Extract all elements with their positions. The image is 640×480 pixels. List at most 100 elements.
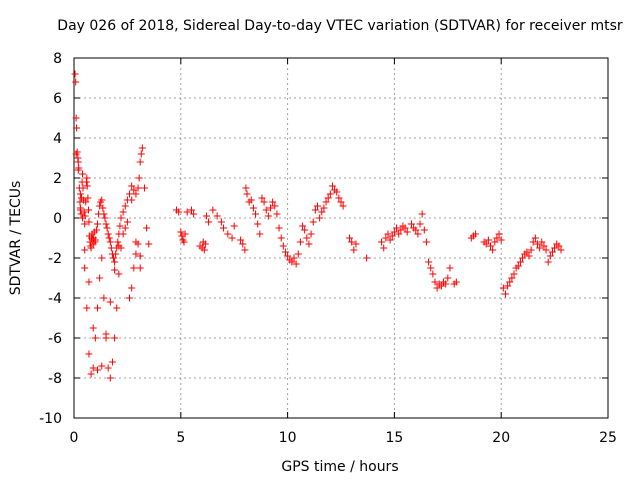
data-point (71, 70, 79, 78)
data-point (98, 196, 106, 204)
data-point (74, 158, 82, 166)
data-point (101, 214, 109, 222)
data-point (239, 240, 247, 248)
x-tick-label: 25 (599, 430, 617, 446)
data-point (384, 230, 392, 238)
data-point (200, 246, 208, 254)
data-point (403, 228, 411, 236)
data-point (217, 218, 225, 226)
data-point (130, 264, 138, 272)
x-tick-label: 0 (70, 430, 79, 446)
data-point (84, 194, 92, 202)
data-point (281, 248, 289, 256)
data-point (220, 224, 228, 232)
data-point (294, 250, 302, 258)
data-point (267, 204, 275, 212)
data-point (79, 184, 87, 192)
data-point (106, 298, 114, 306)
data-point (72, 150, 80, 158)
data-point (318, 208, 326, 216)
data-point (80, 208, 88, 216)
data-point (145, 240, 153, 248)
axis-ticks: 0 5 10 15 20 25 -10 -8 -6 -4 -2 0 2 4 6 8 (39, 51, 617, 446)
x-tick-label: 10 (279, 430, 297, 446)
grid-lines (74, 58, 608, 418)
data-point (213, 212, 221, 220)
data-point (288, 258, 296, 266)
data-point (324, 194, 332, 202)
data-point (420, 226, 428, 234)
data-point (111, 258, 119, 266)
data-point (425, 258, 433, 266)
data-point (121, 224, 129, 232)
data-point (209, 206, 217, 214)
data-point (121, 202, 129, 210)
data-point (493, 234, 501, 242)
data-point (105, 234, 113, 242)
data-point (262, 206, 270, 214)
data-point (126, 294, 134, 302)
data-point (89, 364, 97, 372)
data-point (407, 220, 415, 228)
y-tick-label: 6 (53, 91, 62, 107)
data-point (116, 222, 124, 230)
data-point (506, 278, 514, 286)
data-point (85, 278, 93, 286)
data-point (177, 228, 185, 236)
data-point (93, 304, 101, 312)
data-point (137, 150, 145, 158)
y-axis-label: SDTVAR / TECUs (8, 181, 24, 296)
data-point (115, 242, 123, 250)
data-point (135, 174, 143, 182)
data-point (508, 274, 516, 282)
data-point (228, 234, 236, 242)
data-point (538, 238, 546, 246)
y-tick-label: -8 (48, 371, 62, 387)
data-point (81, 220, 89, 228)
data-point (104, 364, 112, 372)
data-point (114, 238, 122, 246)
data-point (348, 238, 356, 246)
data-point (136, 264, 144, 272)
data-point (548, 248, 556, 256)
data-point (322, 198, 330, 206)
data-point (299, 222, 307, 230)
data-point (72, 78, 80, 86)
data-point (540, 242, 548, 250)
data-point (249, 204, 257, 212)
data-point (93, 366, 101, 374)
data-point (99, 204, 107, 212)
data-point (243, 190, 251, 198)
x-tick-label: 5 (176, 430, 185, 446)
data-point (303, 234, 311, 242)
data-point (85, 218, 93, 226)
data-point (271, 202, 279, 210)
data-point (491, 238, 499, 246)
data-point (390, 228, 398, 236)
data-point (87, 244, 95, 252)
data-point (79, 214, 87, 222)
data-point (82, 198, 90, 206)
data-point (130, 186, 138, 194)
data-point (98, 362, 106, 370)
data-point (83, 174, 91, 182)
data-point (102, 330, 110, 338)
data-point (73, 124, 81, 132)
data-point (134, 184, 142, 192)
data-point (429, 270, 437, 278)
data-point (482, 240, 490, 248)
data-point (136, 158, 144, 166)
data-point (103, 224, 111, 232)
data-point (83, 182, 91, 190)
data-point (393, 224, 401, 232)
data-point (514, 262, 522, 270)
data-point (412, 226, 420, 234)
y-tick-label: -6 (48, 331, 62, 347)
data-point (85, 206, 93, 214)
x-tick-label: 20 (492, 430, 510, 446)
data-point (337, 198, 345, 206)
y-tick-label: 4 (53, 131, 62, 147)
data-point (525, 252, 533, 260)
data-point (252, 210, 260, 218)
x-axis-label: GPS time / hours (281, 459, 398, 475)
